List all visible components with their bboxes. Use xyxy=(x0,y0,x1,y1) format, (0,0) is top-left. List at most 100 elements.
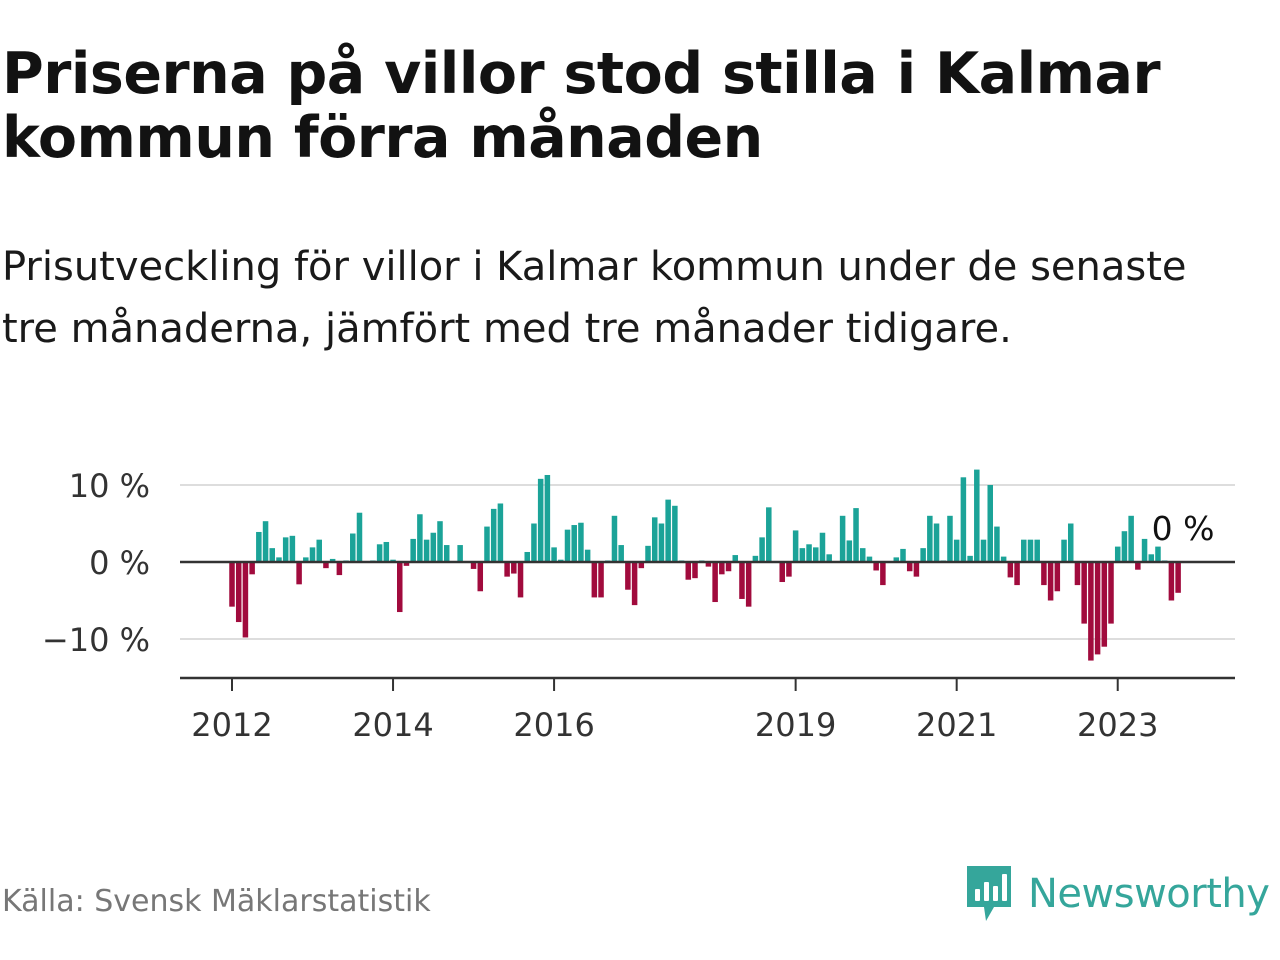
bar xyxy=(712,562,718,603)
bar xyxy=(1054,562,1061,592)
bar xyxy=(477,562,484,592)
bar xyxy=(920,548,926,562)
bar xyxy=(262,521,269,562)
bar xyxy=(953,539,960,562)
bar xyxy=(625,562,631,590)
y-tick-label: 10 % xyxy=(69,467,150,505)
bar xyxy=(1034,539,1040,562)
bar xyxy=(551,547,557,562)
bar xyxy=(618,545,624,562)
bar xyxy=(1047,562,1054,601)
bar xyxy=(819,532,826,562)
bar xyxy=(779,562,785,583)
bar xyxy=(813,547,819,562)
bar xyxy=(893,557,900,562)
bar xyxy=(900,548,906,562)
bar xyxy=(806,544,812,562)
brand-logo[interactable]: Newsworthy xyxy=(964,862,1270,926)
bar xyxy=(631,562,638,606)
bar xyxy=(531,523,537,562)
bar xyxy=(376,544,383,562)
bar xyxy=(511,562,517,574)
bar xyxy=(430,532,437,562)
bar xyxy=(752,555,759,562)
bar xyxy=(1101,562,1108,647)
bar xyxy=(638,562,645,569)
bar xyxy=(933,523,940,562)
bar xyxy=(571,525,577,562)
bar xyxy=(974,469,980,562)
bar xyxy=(719,562,725,575)
bar xyxy=(1168,562,1175,601)
bar xyxy=(289,535,296,562)
bar xyxy=(235,562,242,623)
bar xyxy=(732,555,739,562)
bar xyxy=(1088,562,1094,661)
brand-name: Newsworthy xyxy=(1028,871,1270,917)
bar xyxy=(759,537,765,562)
bar xyxy=(443,545,450,562)
bar xyxy=(880,562,886,586)
bar xyxy=(269,548,276,562)
bar xyxy=(826,554,832,562)
bar xyxy=(397,562,403,613)
bar xyxy=(927,515,933,562)
bar xyxy=(692,562,698,579)
bar xyxy=(564,529,571,562)
bar-chart: 10 % 0 % −10 % 2012 2014 2016 2019 2021 2023 0 … xyxy=(42,467,1235,744)
bar xyxy=(786,562,792,577)
bar xyxy=(497,503,504,562)
bar xyxy=(967,555,973,562)
bar xyxy=(544,474,551,562)
bar xyxy=(1175,562,1181,593)
bar xyxy=(584,549,591,562)
x-tick-label: 2016 xyxy=(513,706,594,744)
bars xyxy=(229,469,1188,661)
x-tick-label: 2023 xyxy=(1077,706,1158,744)
bar xyxy=(309,547,316,562)
bar xyxy=(611,515,618,562)
y-axis: 10 % 0 % −10 % xyxy=(42,467,150,659)
bar xyxy=(329,558,336,562)
bar xyxy=(913,562,920,577)
bar xyxy=(1148,554,1155,562)
bar xyxy=(276,557,282,562)
newsworthy-logo-icon xyxy=(967,866,1011,921)
bar xyxy=(853,508,859,562)
bar xyxy=(1108,562,1114,624)
bar xyxy=(578,522,584,562)
x-axis: 2012 2014 2016 2019 2021 2023 xyxy=(180,676,1235,744)
bar xyxy=(1041,562,1047,586)
bar xyxy=(792,530,799,562)
bar xyxy=(1128,515,1134,562)
bar xyxy=(987,485,993,562)
chart-title: Priserna på villor stod stilla i Kalmar … xyxy=(2,41,1161,171)
bar xyxy=(1155,546,1161,562)
bar xyxy=(1074,562,1081,586)
bar xyxy=(1027,539,1034,562)
bar xyxy=(242,562,249,638)
bar xyxy=(799,548,806,562)
bar xyxy=(739,562,745,599)
bar xyxy=(383,541,390,562)
chart-subtitle: Prisutveckling för villor i Kalmar kommu… xyxy=(2,244,1187,352)
bar xyxy=(296,562,302,585)
bar xyxy=(665,499,671,562)
bar xyxy=(504,562,510,577)
bar xyxy=(316,539,322,562)
bar xyxy=(839,515,846,562)
bar xyxy=(1114,546,1121,562)
bar xyxy=(1081,562,1087,624)
bar xyxy=(1121,531,1128,562)
bar xyxy=(906,562,913,572)
bar xyxy=(350,533,356,562)
x-tick-label: 2021 xyxy=(916,706,997,744)
bar xyxy=(484,526,490,562)
bar xyxy=(725,562,732,572)
bar xyxy=(1007,562,1014,578)
bar xyxy=(1021,539,1027,562)
bar xyxy=(658,523,665,562)
bar xyxy=(356,512,363,562)
bar xyxy=(524,551,530,562)
bar xyxy=(980,539,987,562)
